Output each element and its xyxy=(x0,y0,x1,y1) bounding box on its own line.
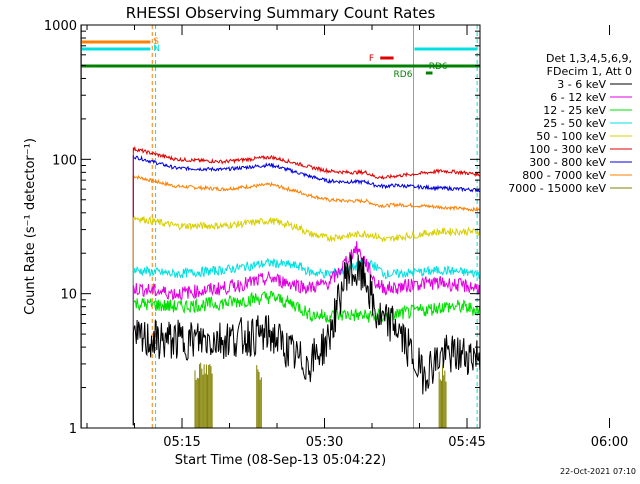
series-line-1 xyxy=(132,241,481,426)
legend-title-1: FDecim 1, Att 0 xyxy=(547,65,632,78)
legend-entry-label-7: 800 - 7000 keV xyxy=(522,169,606,182)
series-line-3 xyxy=(132,257,480,426)
y-axis-label: Count Rate (s⁻¹ detector⁻¹) xyxy=(23,138,38,315)
series-line-6 xyxy=(132,155,480,426)
y-tick-label-1: 10 xyxy=(60,288,77,303)
y-tick-label-2: 100 xyxy=(52,153,77,168)
legend-entry-label-2: 12 - 25 keV xyxy=(543,104,606,117)
x-axis-label: Start Time (08-Sep-13 05:04:22) xyxy=(175,453,386,468)
legend-entry-label-6: 300 - 800 keV xyxy=(529,156,606,169)
chart-title: RHESSI Observing Summary Count Rates xyxy=(126,4,436,22)
legend-title-0: Det 1,3,4,5,6,9, xyxy=(546,52,632,65)
series-line-7 xyxy=(132,174,481,426)
series-line-2 xyxy=(132,290,481,426)
legend-entry-label-3: 25 - 50 keV xyxy=(543,117,606,130)
y-tick-label-0: 1 xyxy=(69,422,77,437)
series-line-4 xyxy=(132,215,481,426)
timestamp-label: 22-Oct-2021 07:10 xyxy=(560,467,636,476)
x-tick-label-3: 06:00 xyxy=(591,435,628,450)
flag-label-n: N xyxy=(153,44,160,54)
flag-label-s: S xyxy=(153,37,159,47)
plot-frame xyxy=(80,24,481,429)
x-tick-label-1: 05:30 xyxy=(306,435,343,450)
flag-label-f: F xyxy=(369,54,374,64)
flag-label-rd6-b: RD6 xyxy=(394,70,413,80)
legend-entry-label-0: 3 - 6 keV xyxy=(557,78,606,91)
flag-label-rd6-a: RD6 xyxy=(429,62,448,72)
legend-entry-label-4: 50 - 100 keV xyxy=(536,130,606,143)
legend-entry-label-5: 100 - 300 keV xyxy=(529,143,606,156)
series-line-5 xyxy=(132,145,480,426)
legend-entry-label-1: 6 - 12 keV xyxy=(550,91,606,104)
y-tick-label-3: 1000 xyxy=(44,19,77,34)
x-tick-label-2: 05:45 xyxy=(448,435,485,450)
series-line-0 xyxy=(132,254,481,426)
x-tick-label-0: 05:15 xyxy=(163,435,200,450)
legend-entry-label-8: 7000 - 15000 keV xyxy=(508,182,606,195)
